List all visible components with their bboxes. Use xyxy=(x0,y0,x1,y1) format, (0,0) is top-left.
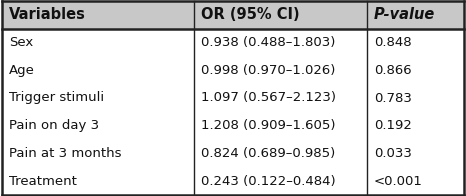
Text: 0.033: 0.033 xyxy=(374,147,411,160)
Text: 1.097 (0.567–2.123): 1.097 (0.567–2.123) xyxy=(201,92,336,104)
Text: 0.783: 0.783 xyxy=(374,92,411,104)
Text: 0.192: 0.192 xyxy=(374,119,411,132)
Text: 1.208 (0.909–1.605): 1.208 (0.909–1.605) xyxy=(201,119,335,132)
Text: 0.998 (0.970–1.026): 0.998 (0.970–1.026) xyxy=(201,64,335,77)
Text: 0.866: 0.866 xyxy=(374,64,411,77)
Text: Sex: Sex xyxy=(9,36,34,49)
Text: P-value: P-value xyxy=(374,7,435,22)
Text: Age: Age xyxy=(9,64,35,77)
Text: 0.938 (0.488–1.803): 0.938 (0.488–1.803) xyxy=(201,36,335,49)
Bar xyxy=(2,1,464,29)
Text: Trigger stimuli: Trigger stimuli xyxy=(9,92,104,104)
Text: 0.243 (0.122–0.484): 0.243 (0.122–0.484) xyxy=(201,175,336,188)
Text: Pain at 3 months: Pain at 3 months xyxy=(9,147,122,160)
Text: Pain on day 3: Pain on day 3 xyxy=(9,119,99,132)
Text: OR (95% CI): OR (95% CI) xyxy=(201,7,299,22)
Text: Treatment: Treatment xyxy=(9,175,77,188)
Text: <0.001: <0.001 xyxy=(374,175,423,188)
Text: 0.824 (0.689–0.985): 0.824 (0.689–0.985) xyxy=(201,147,335,160)
Text: 0.848: 0.848 xyxy=(374,36,411,49)
Text: Variables: Variables xyxy=(9,7,86,22)
Bar xyxy=(2,29,464,195)
